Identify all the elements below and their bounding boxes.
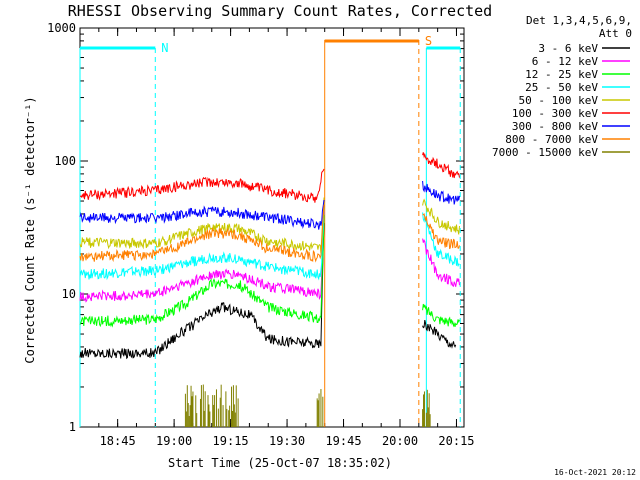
series-line bbox=[79, 180, 460, 230]
legend-header-line2: Att 0 bbox=[599, 27, 632, 40]
series-line bbox=[79, 204, 460, 263]
footer-date: 16-Oct-2021 20:12 bbox=[554, 468, 636, 477]
series-line bbox=[79, 204, 460, 281]
plot-frame bbox=[79, 27, 465, 428]
chart-title: RHESSI Observing Summary Count Rates, Co… bbox=[68, 2, 492, 20]
y-axis-label: Corrected Count Rate (s⁻¹ detector⁻¹) bbox=[23, 96, 37, 363]
plot-area: 18:45 19:00 19:15 19:30 19:45 20:00 20:15 1 10 10… bbox=[47, 21, 474, 448]
x-tick-label: 19:15 bbox=[213, 434, 249, 448]
x-tick-label: 20:00 bbox=[382, 434, 418, 448]
y-tick-label: 10 bbox=[62, 287, 76, 301]
legend-entry-label: 800 - 7000 keV bbox=[505, 133, 598, 146]
x-tick-label: 19:00 bbox=[156, 434, 192, 448]
legend-entry-label: 300 - 800 keV bbox=[512, 120, 598, 133]
series-line bbox=[79, 197, 460, 254]
x-tick-label: 18:45 bbox=[100, 434, 136, 448]
y-tick-label: 100 bbox=[54, 154, 76, 168]
legend-entry-label: 6 - 12 keV bbox=[532, 55, 599, 68]
legend-entry-label: 12 - 25 keV bbox=[525, 68, 598, 81]
legend-entry-label: 100 - 300 keV bbox=[512, 107, 598, 120]
x-tick-label: 20:15 bbox=[438, 434, 474, 448]
x-tick-label: 19:30 bbox=[269, 434, 305, 448]
legend-entry-label: 50 - 100 keV bbox=[519, 94, 599, 107]
series-line bbox=[79, 214, 460, 328]
series-line bbox=[79, 152, 460, 203]
flag-label: N bbox=[161, 41, 168, 55]
legend-header-line1: Det 1,3,4,5,6,9, bbox=[526, 14, 632, 27]
flag-label: S bbox=[425, 34, 432, 48]
x-tick-label: 19:45 bbox=[325, 434, 361, 448]
y-tick-label: 1000 bbox=[47, 21, 76, 35]
y-tick-label: 1 bbox=[69, 420, 76, 434]
series-line bbox=[79, 211, 460, 303]
series-line bbox=[79, 222, 457, 360]
legend-entry-label: 7000 - 15000 keV bbox=[492, 146, 598, 159]
legend-entry-label: 3 - 6 keV bbox=[538, 42, 598, 55]
x-axis-label: Start Time (25-Oct-07 18:35:02) bbox=[168, 456, 392, 470]
legend-entry-label: 25 - 50 keV bbox=[525, 81, 598, 94]
